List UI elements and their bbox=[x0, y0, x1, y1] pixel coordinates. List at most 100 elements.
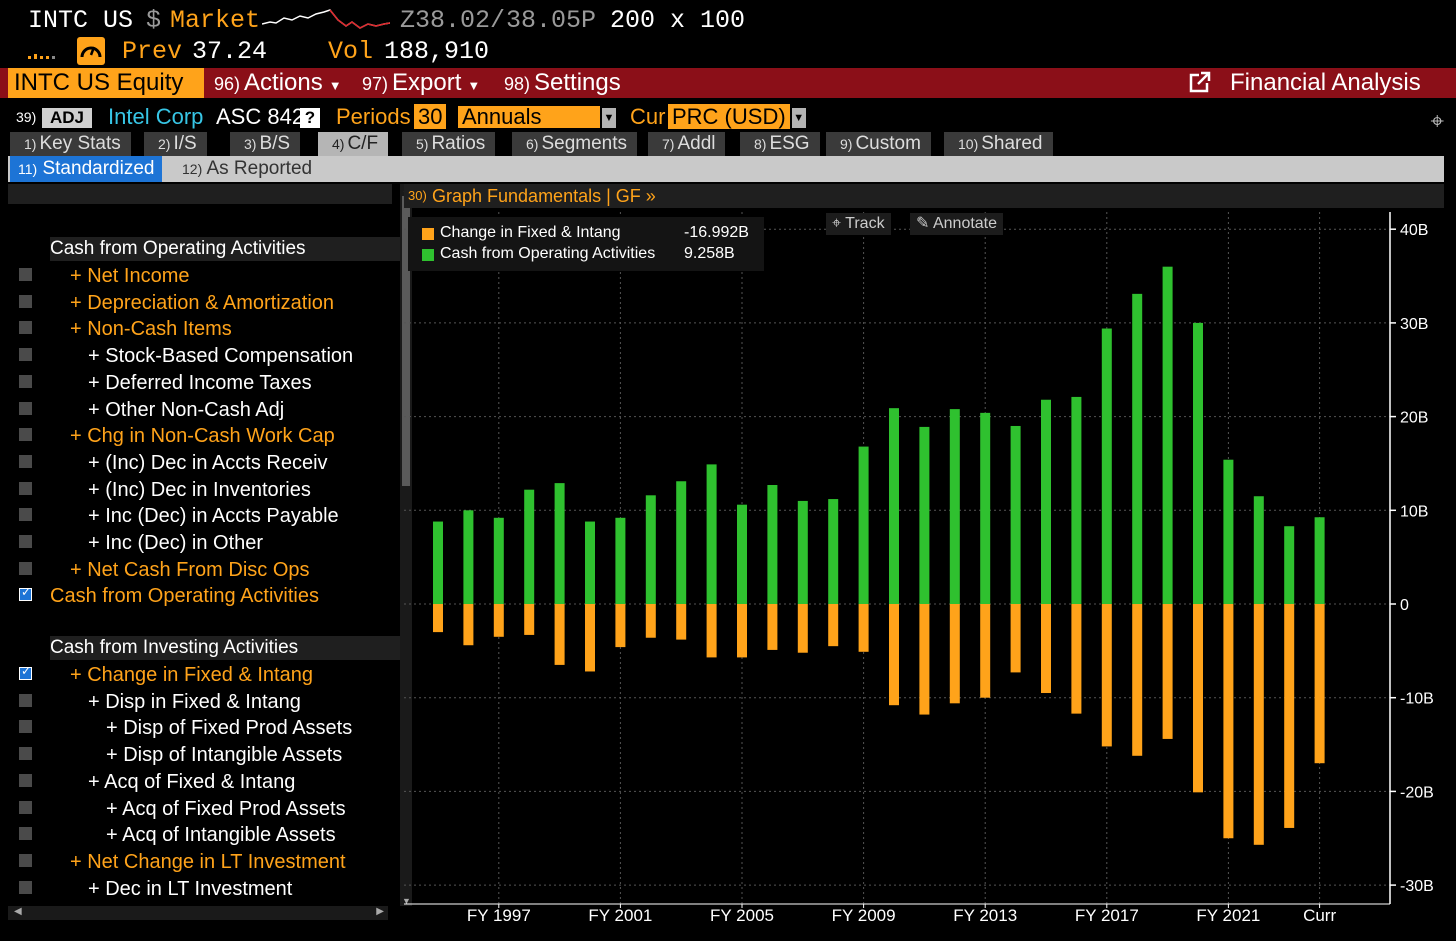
checkbox-checked[interactable]: ✓ bbox=[19, 664, 32, 680]
help-icon[interactable]: ? bbox=[300, 108, 320, 128]
checkbox[interactable] bbox=[19, 294, 32, 308]
adj-badge[interactable]: ADJ bbox=[42, 108, 92, 128]
investing-item-row[interactable]: + Acq of Fixed & Intang bbox=[8, 769, 400, 795]
line-item-label[interactable]: + Acq of Intangible Assets bbox=[106, 824, 336, 847]
checkbox[interactable] bbox=[19, 374, 32, 388]
checkbox[interactable] bbox=[19, 321, 32, 335]
line-item-label[interactable]: + Net Change in LT Investment bbox=[70, 850, 346, 873]
tab-ratios[interactable]: 5) Ratios bbox=[402, 132, 496, 156]
line-item-label[interactable]: + Acq of Fixed & Intang bbox=[88, 770, 296, 793]
periods-input[interactable]: 30 bbox=[414, 104, 447, 129]
investing-item-row[interactable]: + Disp in Fixed & Intang bbox=[8, 689, 400, 715]
checkbox[interactable] bbox=[19, 481, 32, 495]
scroll-thumb[interactable] bbox=[402, 196, 410, 486]
investing-item-row[interactable]: + Acq of Fixed Prod Assets bbox=[8, 796, 400, 822]
investing-item-row[interactable]: + Disp of Fixed Prod Assets bbox=[8, 715, 400, 741]
operating-item-row[interactable]: + Net Income bbox=[8, 263, 400, 289]
line-item-label[interactable]: + Inc (Dec) in Other bbox=[88, 532, 264, 554]
tab-shared[interactable]: 10) Shared bbox=[944, 132, 1053, 156]
checkbox[interactable] bbox=[19, 693, 32, 707]
speedometer-icon[interactable] bbox=[77, 37, 105, 65]
checkbox[interactable] bbox=[19, 880, 32, 894]
scroll-left-icon[interactable]: ◀ bbox=[14, 906, 22, 917]
graph-header[interactable]: 30) Graph Fundamentals | GF » bbox=[404, 184, 1444, 208]
checkbox[interactable] bbox=[19, 561, 32, 575]
line-item-label[interactable]: + Deferred Income Taxes bbox=[88, 371, 312, 394]
line-item-label[interactable]: + Disp of Intangible Assets bbox=[106, 744, 343, 767]
export-menu[interactable]: 97) Export ▼ bbox=[362, 68, 480, 98]
line-item-label[interactable]: + (Inc) Dec in Inventories bbox=[88, 478, 311, 501]
line-item-label[interactable]: + Other Non-Cash Adj bbox=[88, 398, 285, 421]
line-item-label[interactable]: + Inc (Dec) in Accts Payable bbox=[88, 505, 339, 528]
checkbox[interactable] bbox=[19, 827, 32, 841]
operating-item-row[interactable]: + (Inc) Dec in Accts Receiv bbox=[8, 450, 400, 476]
scroll-down-icon[interactable]: ▼ bbox=[402, 896, 411, 906]
operating-item-row[interactable]: + Non-Cash Items bbox=[8, 316, 400, 342]
checkbox[interactable] bbox=[19, 508, 32, 522]
line-item-label[interactable]: + Stock-Based Compensation bbox=[88, 345, 354, 368]
tab-addl[interactable]: 7) Addl bbox=[648, 132, 726, 156]
operating-item-row[interactable]: + Inc (Dec) in Accts Payable bbox=[8, 503, 400, 529]
operating-item-row[interactable]: + Net Cash From Disc Ops bbox=[8, 557, 400, 583]
tab-income-statement[interactable]: 2) I/S bbox=[144, 132, 207, 156]
line-item-label[interactable]: + Disp of Fixed Prod Assets bbox=[106, 717, 353, 740]
operating-item-row[interactable]: ✓ Cash from Operating Activities bbox=[8, 583, 400, 609]
investing-item-row[interactable]: ✓ + Change in Fixed & Intang bbox=[8, 662, 400, 688]
fundamentals-chart[interactable]: 40B 30B 20B 10B 0 -10B -20B -30B FY 1997 FY 2001 F… bbox=[404, 208, 1444, 924]
investing-item-row[interactable]: + Dec in LT Investment bbox=[8, 876, 400, 902]
line-item-label[interactable]: + Dec in LT Investment bbox=[88, 877, 293, 900]
tab-custom[interactable]: 9) Custom bbox=[826, 132, 931, 156]
operating-item-row[interactable]: + (Inc) Dec in Inventories bbox=[8, 477, 400, 503]
currency-select[interactable]: PRC (USD) ▼ bbox=[668, 104, 806, 129]
checkbox[interactable] bbox=[19, 428, 32, 442]
crosshair-icon[interactable]: ⌖ bbox=[1430, 108, 1444, 135]
operating-item-row[interactable]: + Chg in Non-Cash Work Cap bbox=[8, 423, 400, 449]
line-item-label[interactable]: + Non-Cash Items bbox=[70, 318, 232, 341]
operating-item-row[interactable]: + Stock-Based Compensation bbox=[8, 343, 400, 369]
line-item-label[interactable]: + Net Income bbox=[70, 265, 190, 287]
checkbox[interactable] bbox=[19, 401, 32, 415]
actions-menu[interactable]: 96) Actions ▼ bbox=[214, 68, 342, 98]
settings-menu[interactable]: 98) Settings bbox=[504, 68, 621, 98]
track-button[interactable]: ⌖ Track bbox=[826, 213, 891, 235]
tab-cash-flow[interactable]: 4) C/F bbox=[318, 132, 389, 156]
checkbox[interactable] bbox=[19, 348, 32, 362]
checkbox-checked[interactable]: ✓ bbox=[19, 585, 32, 602]
operating-item-row[interactable]: + Depreciation & Amortization bbox=[8, 290, 400, 316]
investing-item-row[interactable]: + Disp of Intangible Assets bbox=[8, 742, 400, 768]
tab-key-stats[interactable]: 1) Key Stats bbox=[10, 132, 131, 156]
ticker[interactable]: INTC US bbox=[28, 6, 134, 35]
line-item-label[interactable]: + Change in Fixed & Intang bbox=[70, 664, 313, 686]
operating-item-row[interactable]: + Other Non-Cash Adj bbox=[8, 397, 400, 423]
scroll-right-icon[interactable]: ▶ bbox=[376, 906, 384, 917]
horizontal-scrollbar[interactable]: ◀ ▶ bbox=[8, 906, 388, 920]
checkbox[interactable] bbox=[19, 454, 32, 468]
investing-item-row[interactable]: + Acq of Intangible Assets bbox=[8, 822, 400, 848]
line-item-label[interactable]: Cash from Operating Activities bbox=[50, 585, 319, 608]
investing-item-row[interactable]: + Net Change in LT Investment bbox=[8, 849, 400, 875]
line-item-label[interactable]: + (Inc) Dec in Accts Receiv bbox=[88, 451, 328, 474]
checkbox[interactable] bbox=[19, 747, 32, 761]
subtab-standardized[interactable]: 11) Standardized bbox=[10, 156, 163, 182]
checkbox[interactable] bbox=[19, 853, 32, 867]
tab-balance-sheet[interactable]: 3) B/S bbox=[230, 132, 301, 156]
line-item-label[interactable]: + Acq of Fixed Prod Assets bbox=[106, 797, 346, 820]
annotate-button[interactable]: ✎ Annotate bbox=[910, 213, 1004, 235]
period-type-select[interactable]: Annuals ▼ bbox=[458, 106, 616, 129]
line-item-label[interactable]: + Disp in Fixed & Intang bbox=[88, 690, 301, 713]
subtab-as-reported[interactable]: 12) As Reported bbox=[174, 156, 320, 182]
popout-icon[interactable] bbox=[1188, 68, 1212, 98]
line-item-label[interactable]: + Chg in Non-Cash Work Cap bbox=[70, 425, 335, 448]
tab-esg[interactable]: 8) ESG bbox=[740, 132, 820, 156]
checkbox[interactable] bbox=[19, 800, 32, 814]
operating-item-row[interactable]: + Inc (Dec) in Other bbox=[8, 530, 400, 556]
operating-item-row[interactable]: + Deferred Income Taxes bbox=[8, 370, 400, 396]
line-item-label[interactable]: + Net Cash From Disc Ops bbox=[70, 558, 310, 581]
checkbox[interactable] bbox=[19, 720, 32, 734]
checkbox[interactable] bbox=[19, 773, 32, 787]
checkbox[interactable] bbox=[19, 535, 32, 548]
tab-segments[interactable]: 6) Segments bbox=[512, 132, 637, 156]
checkbox[interactable] bbox=[19, 268, 32, 281]
line-item-label[interactable]: + Depreciation & Amortization bbox=[70, 291, 335, 314]
security-field[interactable]: INTC US Equity bbox=[8, 68, 204, 98]
